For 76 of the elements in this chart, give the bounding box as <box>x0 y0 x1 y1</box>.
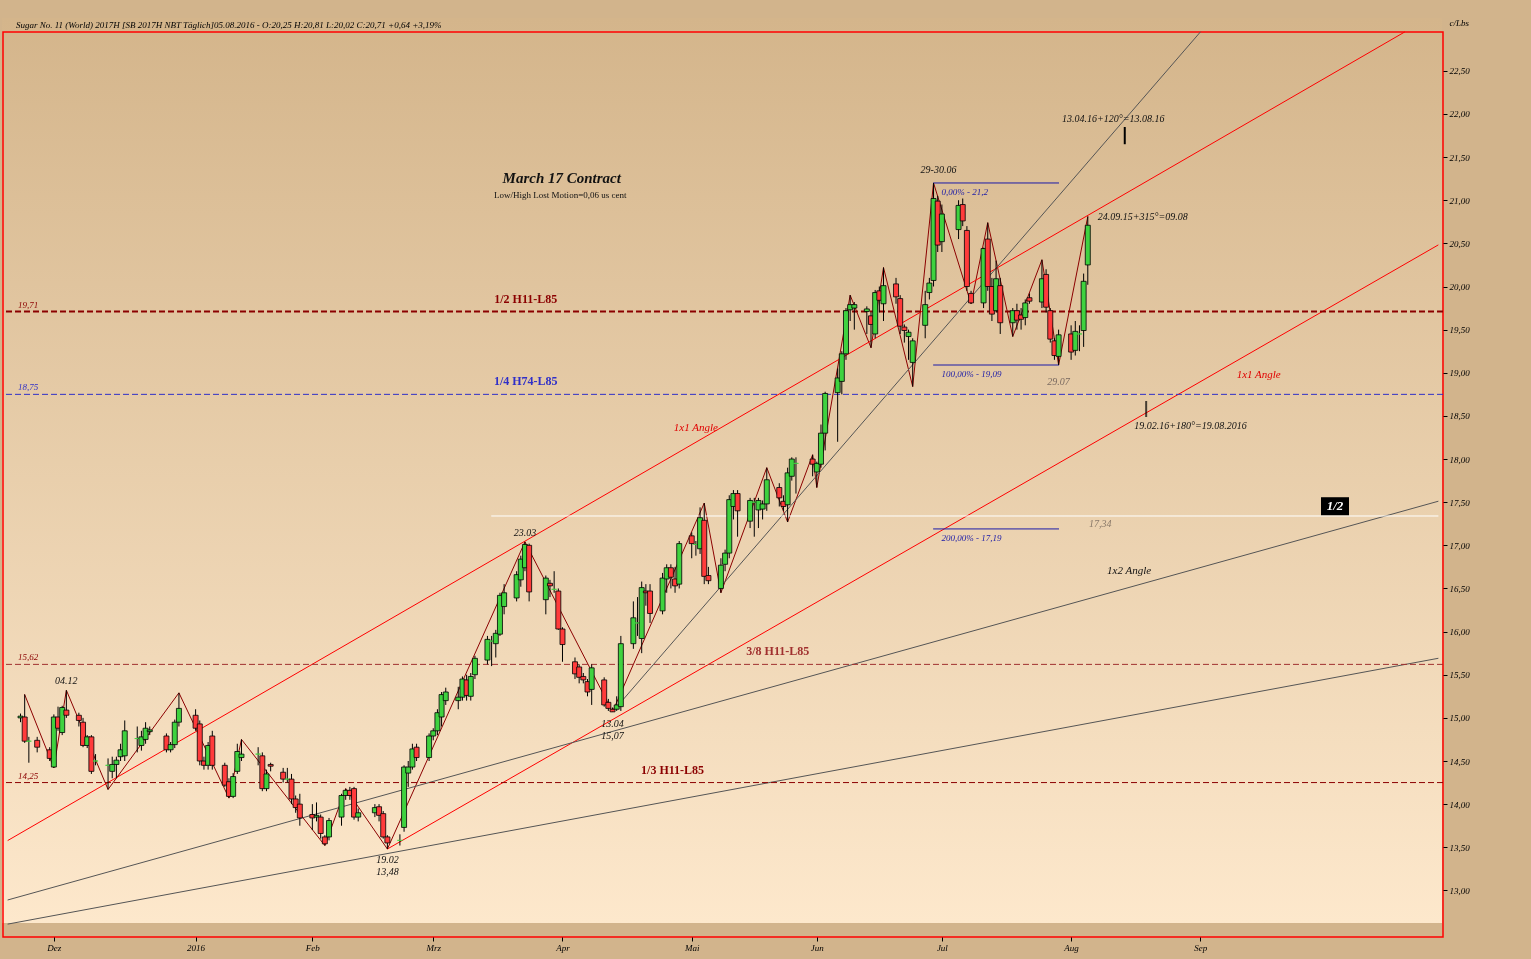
annotation: 23.03 <box>513 526 537 538</box>
candlestick <box>542 575 549 615</box>
candlestick <box>688 531 695 559</box>
y-tick-label: 17,00 <box>1449 540 1471 551</box>
x-tick-label: Jul <box>936 942 949 953</box>
x-tick-label: Dez <box>46 942 62 953</box>
x-tick-label: Apr <box>555 942 571 953</box>
y-tick-label: 20,00 <box>1449 282 1471 292</box>
y-tick-label: 19,00 <box>1449 368 1471 379</box>
candlestick <box>426 732 432 762</box>
chart-title: Sugar No. 11 (World) 2017H [SB 2017H NBT Täglich]05.08.2016 - O:20,25 H:20,81 L:20,02 C:20,71 +0,64 +3,19% <box>16 20 442 30</box>
candlestick <box>863 305 870 335</box>
annotation: 13.04.16+120°=13.08.16 <box>1061 112 1165 124</box>
candlestick <box>880 267 887 322</box>
annotation: 13.04 15,07 <box>601 717 625 741</box>
y-tick-label: 16,50 <box>1449 583 1471 594</box>
candlestick <box>734 489 741 538</box>
x-tick-label: Sep <box>1194 942 1208 953</box>
y-axis-title: c/Lbs <box>1449 17 1470 28</box>
y-tick-label: 17,50 <box>1449 497 1471 508</box>
annotation: 15,62 <box>18 652 39 663</box>
ref-line-label: 3/8 H11-L85 <box>746 644 810 659</box>
candlestick <box>234 743 241 775</box>
ref-line-label: 1/3 H11-L85 <box>641 762 705 777</box>
annotation: 19.02 13,48 <box>376 854 399 877</box>
annotation: 1x1 Angle <box>673 421 719 434</box>
y-tick-label: 21,00 <box>1449 195 1471 206</box>
annotation: 17,34 <box>1089 517 1112 529</box>
candlestick <box>338 793 345 827</box>
y-tick-label: 13,50 <box>1449 842 1471 853</box>
y-tick-label: 18,50 <box>1449 411 1471 422</box>
x-tick-label: 2016 <box>187 942 206 953</box>
y-tick-label: 18,00 <box>1449 454 1471 465</box>
annotation: March 17 Contract <box>501 169 622 186</box>
y-tick-label: 15,00 <box>1449 713 1471 724</box>
annotation: 18,75 <box>18 382 39 393</box>
candlestick <box>484 635 491 665</box>
annotation: 1x1 Angle <box>1236 367 1281 380</box>
y-tick-label: 16,00 <box>1449 627 1471 638</box>
y-tick-label: 14,00 <box>1449 799 1471 810</box>
y-tick-label: 13,00 <box>1449 885 1471 896</box>
annotation: 24.09.15+315°=09.08 <box>1097 210 1188 222</box>
annotation: 1/2 <box>1326 498 1344 514</box>
y-tick-label: 22,50 <box>1449 66 1471 77</box>
series-label: 0,00% - 21,2 <box>941 186 989 197</box>
y-tick-label: 14,50 <box>1449 756 1471 767</box>
x-tick-label: Aug <box>1063 942 1080 953</box>
y-tick-label: 21,50 <box>1449 152 1471 163</box>
annotation: Low/High Lost Motion=0,06 us cent <box>494 189 627 200</box>
candlestick <box>230 772 237 799</box>
candlestick <box>851 301 858 331</box>
annotation: 1x2 Angle <box>1107 564 1152 577</box>
candlestick <box>1014 303 1020 331</box>
candlestick <box>488 635 495 667</box>
x-tick-label: Jun <box>810 942 825 953</box>
y-tick-label: 20,50 <box>1449 238 1471 249</box>
ref-line-label: 1/2 H11-L85 <box>494 291 558 306</box>
candlestick <box>1055 329 1062 366</box>
series-label: 100,00% - 19,09 <box>941 369 1003 380</box>
annotation: 19,71 <box>18 299 39 310</box>
annotation: 19.02.16+180°=19.08.2016 <box>1134 420 1247 432</box>
candlestick <box>776 482 783 507</box>
candlestick <box>647 583 653 624</box>
y-tick-label: 15,50 <box>1449 670 1471 681</box>
annotation: 29.07 <box>1047 376 1071 388</box>
y-tick-label: 22,00 <box>1449 109 1471 120</box>
annotation: 29-30.06 <box>920 163 957 175</box>
x-tick-label: Feb <box>304 942 321 953</box>
x-tick-label: Mai <box>683 942 700 953</box>
x-tick-label: Mrz <box>425 942 442 953</box>
ref-line-label: 1/4 H74-L85 <box>493 374 558 389</box>
series-label: 200,00% - 17,19 <box>941 532 1003 543</box>
y-tick-label: 19,50 <box>1449 325 1471 336</box>
candlestick <box>667 563 674 589</box>
annotation: 14,25 <box>18 770 39 781</box>
annotation: 04.12 <box>55 675 78 687</box>
